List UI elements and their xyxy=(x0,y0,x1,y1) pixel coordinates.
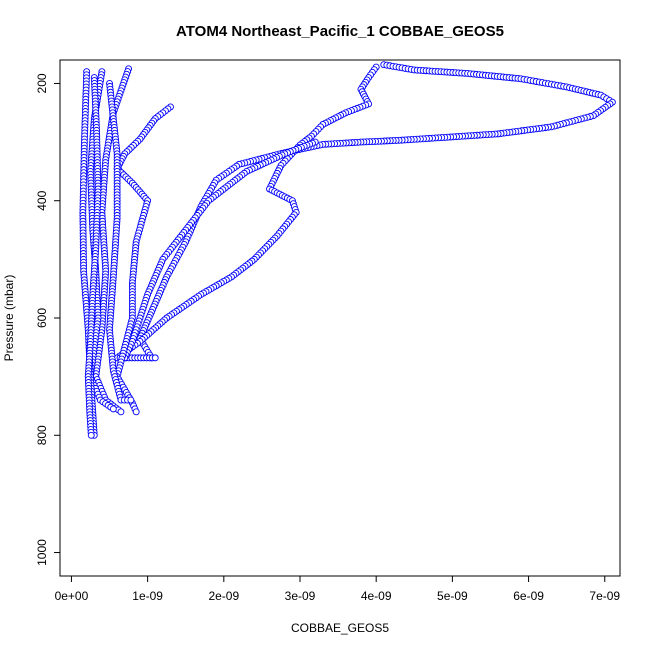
series-line xyxy=(139,64,614,359)
x-tick-label: 6e-09 xyxy=(513,589,544,603)
y-axis: 200 400 600 800 1000 xyxy=(35,73,61,566)
data-point xyxy=(87,431,95,439)
series-1 xyxy=(136,61,616,362)
y-tick-label: 200 xyxy=(35,73,49,93)
data-point xyxy=(132,408,140,416)
y-tick-label: 1000 xyxy=(35,539,49,566)
x-tick-label: 1e-09 xyxy=(132,589,163,603)
y-tick-label: 400 xyxy=(35,190,49,210)
x-tick-label: 3e-09 xyxy=(285,589,316,603)
chart-title: ATOM4 Northeast_Pacific_1 COBBAE_GEOS5 xyxy=(176,23,504,40)
data-point xyxy=(117,408,125,416)
series-2 xyxy=(113,63,380,362)
data-point xyxy=(151,354,159,362)
series-8 xyxy=(84,74,102,439)
y-tick-label: 600 xyxy=(35,308,49,328)
x-tick-label: 7e-09 xyxy=(589,589,620,603)
x-tick-label: 0e+00 xyxy=(55,589,89,603)
data-point xyxy=(109,405,117,413)
data-point xyxy=(127,396,135,404)
series-9 xyxy=(106,80,135,404)
y-tick-label: 800 xyxy=(35,425,49,445)
x-tick-label: 4e-09 xyxy=(361,589,392,603)
y-axis-label: Pressure (mbar) xyxy=(2,275,16,362)
x-tick-label: 5e-09 xyxy=(437,589,468,603)
x-tick-label: 2e-09 xyxy=(208,589,239,603)
x-axis-label: COBBAE_GEOS5 xyxy=(291,621,389,635)
series-line xyxy=(115,66,377,359)
series-4 xyxy=(113,103,174,416)
x-axis: 0e+00 1e-09 2e-09 3e-09 4e-09 5e-09 6e-09 7e-09 xyxy=(55,575,620,603)
series-layer xyxy=(79,61,616,439)
series-3 xyxy=(121,138,319,362)
